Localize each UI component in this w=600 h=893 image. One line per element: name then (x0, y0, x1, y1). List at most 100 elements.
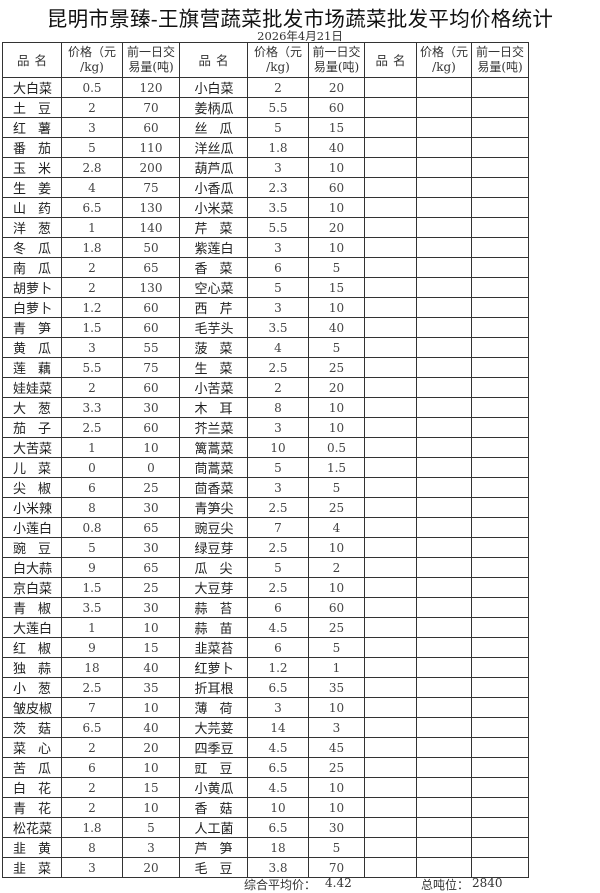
table-row: 小米辣 8 30 青笋尖 2.5 25 (2, 497, 529, 518)
item-name-cell: 大葱 (2, 397, 62, 418)
item-name: 蒜苔 (194, 602, 233, 617)
item-name: 人工菌 (194, 822, 234, 837)
item-volume-cell: 130 (122, 277, 180, 298)
item-volume-cell: 5 (308, 257, 365, 278)
item-name-cell: 小米辣 (2, 497, 62, 518)
header-name: 品名 (179, 42, 248, 78)
item-price-cell: 18 (247, 837, 309, 858)
item-price-cell: 0.8 (61, 517, 123, 538)
item-price-cell: 6 (247, 597, 309, 618)
table-row: 苦瓜 6 10 豇豆 6.5 25 (2, 757, 529, 778)
item-price-cell: 4.5 (247, 737, 309, 758)
item-price-cell: 1.8 (61, 817, 123, 838)
item-volume-cell: 0 (122, 457, 180, 478)
empty-cell (416, 617, 472, 638)
item-price-cell: 6.5 (61, 717, 123, 738)
item-name-cell: 空心菜 (179, 277, 248, 298)
empty-cell (471, 857, 529, 878)
item-price-cell: 2.8 (61, 157, 123, 178)
item-name: 紫莲白 (194, 242, 234, 257)
item-name: 小香瓜 (194, 182, 234, 197)
item-volume-cell: 10 (122, 797, 180, 818)
item-volume-cell: 200 (122, 157, 180, 178)
item-volume-cell: 10 (122, 437, 180, 458)
empty-cell (416, 317, 472, 338)
item-name-cell: 土豆 (2, 97, 62, 118)
item-name-cell: 茄子 (2, 417, 62, 438)
table-row: 南瓜 2 65 香菜 6 5 (2, 257, 529, 278)
item-name-cell: 紫莲白 (179, 237, 248, 258)
item-price-cell: 3 (61, 117, 123, 138)
header-price-line: /kg) (432, 60, 456, 74)
item-name: 大苦菜 (13, 442, 53, 457)
empty-cell (471, 357, 529, 378)
empty-cell (471, 757, 529, 778)
empty-cell (471, 237, 529, 258)
item-volume-cell: 40 (122, 657, 180, 678)
item-price-cell: 4.5 (247, 777, 309, 798)
header-volume-line: 易量(吨) (313, 60, 360, 74)
empty-cell (364, 337, 417, 358)
item-name: 香菇 (194, 802, 233, 817)
item-name: 毛豆 (194, 862, 233, 877)
item-name-cell: 青椒 (2, 597, 62, 618)
item-volume-cell: 60 (308, 177, 365, 198)
item-name-cell: 儿菜 (2, 457, 62, 478)
empty-cell (416, 277, 472, 298)
item-name-cell: 四季豆 (179, 737, 248, 758)
item-volume-cell: 65 (122, 257, 180, 278)
item-volume-cell: 75 (122, 177, 180, 198)
item-volume-cell: 1 (308, 657, 365, 678)
empty-cell (471, 477, 529, 498)
item-price-cell: 1.5 (61, 577, 123, 598)
header-volume-line: 前一日交 (126, 45, 175, 59)
empty-cell (364, 577, 417, 598)
item-name: 茼蒿菜 (194, 462, 234, 477)
item-name: 小黄瓜 (194, 782, 234, 797)
item-name-cell: 洋葱 (2, 217, 62, 238)
item-name: 生姜 (13, 182, 51, 197)
item-name-cell: 豇豆 (179, 757, 248, 778)
item-name-cell: 折耳根 (179, 677, 248, 698)
item-volume-cell: 10 (308, 197, 365, 218)
empty-cell (471, 717, 529, 738)
item-name-cell: 豌豆尖 (179, 517, 248, 538)
empty-cell (416, 137, 472, 158)
item-volume-cell: 55 (122, 337, 180, 358)
empty-cell (471, 777, 529, 798)
item-name-cell: 尖椒 (2, 477, 62, 498)
header-name-label: 品名 (375, 52, 406, 68)
item-name: 香菜 (194, 262, 233, 277)
item-price-cell: 2 (61, 737, 123, 758)
item-price-cell: 1.2 (61, 297, 123, 318)
item-volume-cell: 65 (122, 557, 180, 578)
empty-cell (471, 97, 529, 118)
item-name-cell: 南瓜 (2, 257, 62, 278)
item-volume-cell: 20 (122, 737, 180, 758)
item-price-cell: 6 (61, 477, 123, 498)
item-price-cell: 2.5 (61, 677, 123, 698)
item-volume-cell: 15 (308, 277, 365, 298)
item-name-cell: 茴香菜 (179, 477, 248, 498)
item-price-cell: 4 (247, 337, 309, 358)
empty-cell (416, 297, 472, 318)
item-name: 黄瓜 (13, 342, 51, 357)
table-row: 胡萝卜 2 130 空心菜 5 15 (2, 277, 529, 298)
item-name-cell: 苦瓜 (2, 757, 62, 778)
empty-cell (416, 697, 472, 718)
item-volume-cell: 60 (308, 97, 365, 118)
item-price-cell: 5.5 (247, 217, 309, 238)
header-volume-line: 易量(吨) (128, 60, 174, 74)
item-name-cell: 葫芦瓜 (179, 157, 248, 178)
page-title: 昆明市景臻-王旗营蔬菜批发市场蔬菜批发平均价格统计 (46, 7, 554, 31)
item-price-cell: 1.8 (61, 237, 123, 258)
empty-cell (471, 437, 529, 458)
table-row: 韭黄 8 3 芦笋 18 5 (2, 837, 529, 858)
item-volume-cell: 40 (308, 137, 365, 158)
item-name-cell: 木耳 (179, 397, 248, 418)
item-price-cell: 9 (61, 557, 123, 578)
item-volume-cell: 120 (122, 77, 180, 98)
item-volume-cell: 20 (122, 857, 180, 878)
header-volume: 前一日交 易量(吨) (471, 42, 529, 78)
item-volume-cell: 30 (122, 497, 180, 518)
